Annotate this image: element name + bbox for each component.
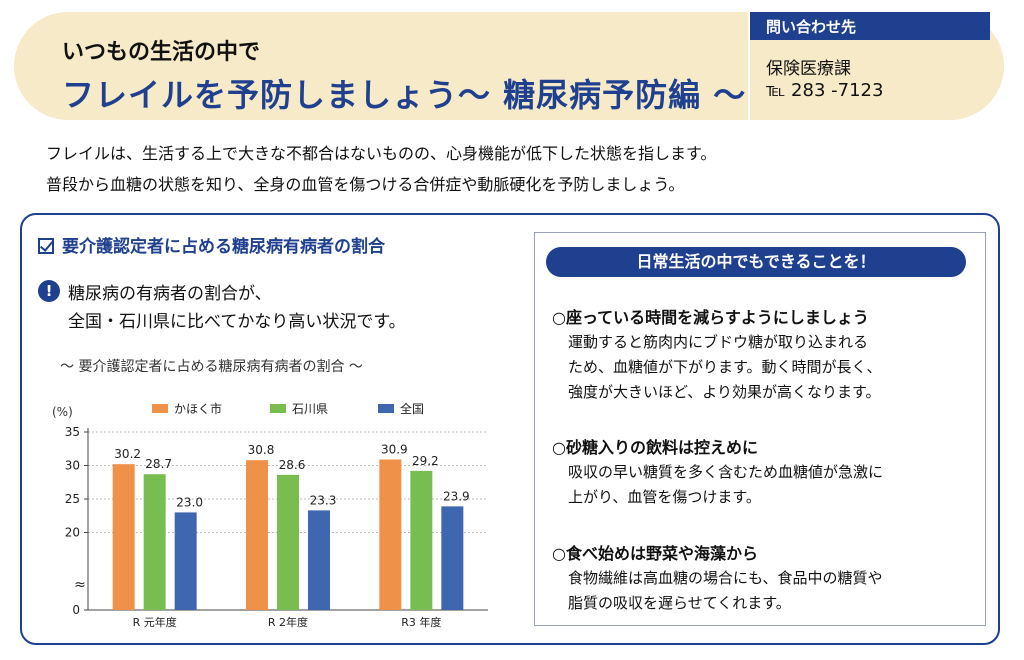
bar-value-label: 30.9 <box>381 442 408 456</box>
bar-value-label: 28.7 <box>145 457 172 471</box>
tip-body-line: 上がり、血管を傷つけます。 <box>568 488 761 506</box>
axis-break-mask <box>74 576 86 592</box>
bar <box>410 470 433 610</box>
y-tick-label: 25 <box>65 492 80 506</box>
axis-break-mark: ≈ <box>74 577 86 593</box>
y-axis-unit: (%) <box>52 405 73 419</box>
tip-body-line: 強度が大きいほど、より効果が高くなります。 <box>568 383 881 401</box>
header-subtitle: いつもの生活の中で <box>62 40 261 65</box>
y-tick-label: 0 <box>72 603 80 617</box>
y-tick-label: 30 <box>65 459 80 473</box>
note-line-2: 全国・石川県に比べてかなり高い状況です。 <box>68 312 406 332</box>
note-line-1: 糖尿病の有病者の割合が、 <box>68 284 272 304</box>
bar-value-label: 23.3 <box>310 493 337 507</box>
intro-line-1: フレイルは、生活する上で大きな不都合はないものの、心身機能が低下した状態を指しま… <box>46 144 717 163</box>
tip-title-2: ○砂糖入りの飲料は控えめに <box>552 438 758 457</box>
tip-title-3: ○食べ始めは野菜や海藻から <box>552 544 758 563</box>
bar <box>143 474 166 610</box>
tips-box <box>534 232 986 626</box>
bar-value-label: 23.9 <box>443 489 470 503</box>
legend-label: 石川県 <box>292 402 328 416</box>
legend-label: 全国 <box>400 401 424 416</box>
legend-swatch <box>270 404 286 413</box>
chart-caption: ～ 要介護認定者に占める糖尿病有病者の割合 ～ <box>60 359 363 375</box>
legend-swatch <box>152 404 168 413</box>
intro-text: フレイルは、生活する上で大きな不都合はないものの、心身機能が低下した状態を指しま… <box>46 138 716 200</box>
x-tick-label: R 2年度 <box>268 615 308 629</box>
bar-value-label: 30.2 <box>114 447 141 461</box>
bar <box>308 510 330 610</box>
contact-department: 保険医療課 <box>766 59 851 79</box>
alert-icon: ! <box>38 280 60 302</box>
section-title: 要介護認定者に占める糖尿病有病者の割合 <box>38 232 385 257</box>
legend-label: かほく市 <box>174 401 222 416</box>
tip-body-2: 吸収の早い糖質を多く含むため血糖値が急激に 上がり、血管を傷つけます。 <box>568 460 968 510</box>
tip-body-1: 運動すると筋肉内にブドウ糖が取り込まれる ため、血糖値が下がります。動く時間が長… <box>568 330 968 405</box>
tip-body-line: 食物繊維は高血糖の場合にも、食品中の糖質や <box>568 569 883 587</box>
contact-box: 問い合わせ先 保険医療課 ℡ 283 -7123 <box>748 12 1004 120</box>
tip-body-line: 吸収の早い糖質を多く含むため血糖値が急激に <box>568 463 884 481</box>
bar <box>441 506 464 610</box>
section-title-text: 要介護認定者に占める糖尿病有病者の割合 <box>62 237 385 257</box>
contact-tel: ℡ 283 -7123 <box>766 80 884 101</box>
main-panel <box>20 213 1000 645</box>
checkbox-icon <box>38 238 54 254</box>
bar-chart: (%) かほく市 石川県 全国 20 25 30 35 0 ≈30.2 28.7 23.0 R 元年度 3… <box>52 401 488 629</box>
tips-heading: 日常生活の中でもできることを！ <box>546 247 966 277</box>
header-title: フレイルを予防しましょう～ 糖尿病予防編 ～ <box>62 76 747 114</box>
tip-title-1: ○座っている時間を減らすようにしましょう <box>552 308 869 327</box>
bar-value-label: 29.2 <box>412 454 439 468</box>
y-tick-label: 20 <box>65 526 80 540</box>
bar-value-label: 30.8 <box>248 443 275 457</box>
bar <box>112 464 135 610</box>
tip-body-line: 脂質の吸収を遅らせてくれます。 <box>568 594 791 612</box>
bar <box>246 460 268 610</box>
bar-value-label: 28.6 <box>279 458 306 472</box>
bar <box>277 474 299 610</box>
tip-body-3: 食物繊維は高血糖の場合にも、食品中の糖質や 脂質の吸収を遅らせてくれます。 <box>568 566 968 616</box>
bar-value-label: 23.0 <box>176 495 203 509</box>
tip-body-line: ため、血糖値が下がります。動く時間が長く、 <box>568 358 882 376</box>
x-tick-label: R 元年度 <box>133 615 177 629</box>
legend-swatch <box>378 404 394 413</box>
tip-body-line: 運動すると筋肉内にブドウ糖が取り込まれる <box>568 333 869 351</box>
intro-line-2: 普段から血糖の状態を知り、全身の血管を傷つける合併症や動脈硬化を予防しましょう。 <box>46 175 685 194</box>
bar <box>174 512 197 610</box>
y-tick-label: 35 <box>65 425 80 439</box>
bar <box>379 459 402 610</box>
contact-heading: 問い合わせ先 <box>750 12 990 40</box>
x-tick-label: R3 年度 <box>401 615 441 629</box>
